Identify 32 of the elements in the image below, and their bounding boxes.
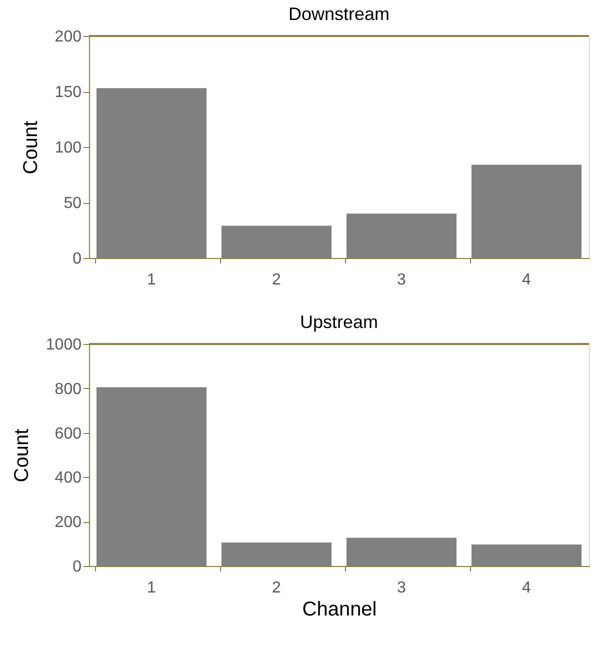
bar: [472, 164, 582, 258]
bar: [472, 544, 582, 566]
x-tick-label: 2: [272, 580, 282, 596]
y-tick-label: 0: [72, 558, 82, 576]
y-tick-label: 400: [54, 470, 82, 487]
x-tick-label: 4: [522, 272, 532, 288]
bar: [222, 226, 332, 258]
x-tick-label: 2: [272, 272, 282, 288]
bar: [346, 214, 456, 258]
bar: [96, 387, 206, 566]
bar: [96, 88, 206, 258]
y-tick-label: 600: [54, 425, 82, 442]
y-tick-label: 200: [54, 514, 82, 532]
y-tick-label: 800: [54, 380, 82, 398]
x-tick-label: 3: [397, 580, 406, 596]
y-axis-title: Count: [20, 120, 42, 174]
x-axis-title: Channel: [302, 598, 377, 620]
y-tick-label: 200: [54, 28, 82, 46]
x-tick-label: 1: [147, 272, 156, 288]
y-tick-label: 50: [64, 195, 82, 212]
x-tick-label: 1: [147, 580, 156, 596]
y-tick-label: 150: [54, 84, 82, 101]
y-tick-label: 1000: [46, 336, 82, 354]
bar: [346, 538, 456, 566]
chart-title: Upstream: [300, 312, 378, 332]
y-axis-title: Count: [10, 428, 33, 482]
y-tick-label: 0: [72, 250, 82, 268]
x-tick-label: 3: [397, 272, 406, 288]
bar: [222, 542, 332, 566]
x-tick-label: 4: [522, 580, 532, 596]
y-tick-label: 100: [54, 140, 82, 156]
chart-title: Downstream: [288, 4, 390, 24]
